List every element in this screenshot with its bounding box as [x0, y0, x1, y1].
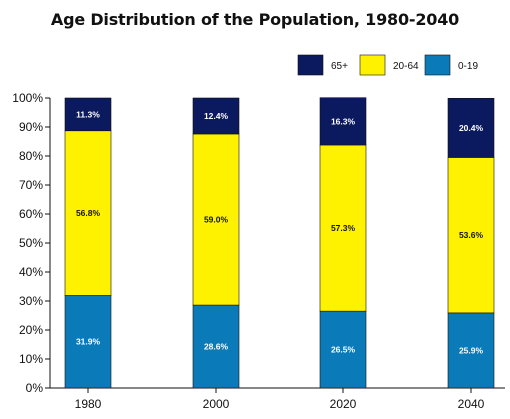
x-tick-label: 2040 — [458, 397, 485, 411]
data-label: 20.4% — [459, 123, 484, 133]
bar-segment-65+-2000 — [192, 97, 240, 135]
y-tick-label: 40% — [19, 265, 43, 279]
y-tick-label: 80% — [19, 149, 43, 163]
x-tick-label: 2000 — [203, 397, 230, 411]
x-tick-label: 2020 — [330, 397, 357, 411]
legend-swatch-0-19 — [424, 54, 451, 76]
data-label: 59.0% — [204, 215, 229, 225]
legend-swatch-20-64 — [359, 54, 386, 76]
y-tick-label: 50% — [19, 236, 43, 250]
bar-segment-20-64-2020 — [319, 144, 367, 312]
legend-label-20-64: 20-64 — [393, 61, 419, 72]
x-tick-label: 1980 — [75, 397, 102, 411]
data-label: 26.5% — [331, 345, 356, 355]
bar-segment-0-19-2040 — [447, 312, 495, 389]
bar-segment-0-19-2000 — [192, 304, 240, 389]
data-label: 11.3% — [76, 109, 100, 119]
y-tick-label: 30% — [19, 294, 43, 308]
legend-label-65+: 65+ — [331, 61, 348, 72]
y-tick-label: 0% — [26, 381, 44, 395]
data-label: 56.8% — [76, 208, 101, 218]
y-tick-label: 70% — [19, 178, 43, 192]
data-label: 25.9% — [459, 345, 484, 355]
y-tick-label: 90% — [19, 120, 43, 134]
bar-segment-65+-2020 — [319, 97, 367, 146]
y-tick-label: 20% — [19, 323, 43, 337]
bar-segment-0-19-1980 — [64, 295, 112, 389]
data-label: 12.4% — [204, 111, 229, 121]
y-tick-label: 100% — [12, 91, 43, 105]
y-tick-label: 10% — [19, 352, 43, 366]
data-label: 53.6% — [459, 230, 484, 240]
bar-segment-20-64-2000 — [192, 133, 240, 306]
legend-swatch-65+ — [297, 54, 324, 76]
data-label: 31.9% — [76, 337, 101, 347]
bar-segment-20-64-2040 — [447, 157, 495, 314]
chart-title: Age Distribution of the Population, 1980… — [50, 10, 460, 29]
bar-segment-65+-2040 — [447, 97, 495, 158]
data-label: 16.3% — [331, 116, 356, 126]
data-label: 28.6% — [204, 342, 229, 352]
data-label: 57.3% — [331, 223, 356, 233]
bar-segment-65+-1980 — [64, 97, 112, 132]
y-tick-label: 60% — [19, 207, 43, 221]
legend-label-0-19: 0-19 — [458, 61, 478, 72]
